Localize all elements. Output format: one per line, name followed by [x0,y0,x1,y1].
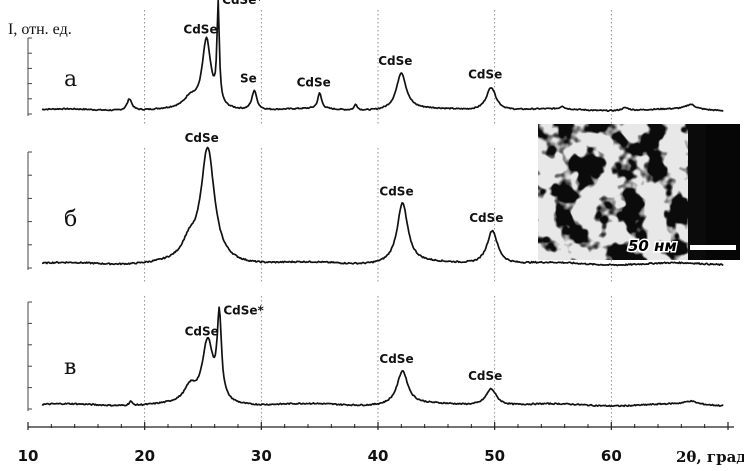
peak-label: Se [240,71,257,85]
panel-letter-1: а [64,67,77,92]
y-axis-label: I, отн. ед. [8,21,72,38]
panel-letter-2: б [64,207,77,232]
micrograph-dark-band [706,124,740,260]
series-layer [41,0,724,408]
micrograph-texture [538,124,688,260]
series-line-1 [41,0,724,113]
peak-label: CdSe [468,369,502,383]
peak-label: CdSe* [223,303,264,317]
x-tick-label-60: 60 [601,447,622,465]
x-tick-label-30: 30 [251,447,272,465]
peak-label: CdSe [185,131,219,145]
label-layer: а CdSe CdSe* Se CdSe CdSe CdSe б CdSe CdSe CdSe в Cd… [64,0,503,383]
peak-label: CdSe [379,352,413,366]
peak-label: CdSe [468,67,502,81]
panel-letter-3: в [64,355,76,380]
sem-inset: 50 нм [538,124,740,260]
series-line-3 [41,306,724,408]
x-axis-label: 2θ, град [676,448,744,466]
peak-label: CdSe [469,211,503,225]
peak-label: CdSe [297,75,331,89]
peak-label: CdSe [183,22,217,36]
series-line-2 [41,146,724,267]
peak-label: CdSe [379,185,413,199]
x-tick-label-50: 50 [484,447,505,465]
peak-label: CdSe [185,325,219,339]
x-tick-label-20: 20 [134,447,155,465]
x-tick-label-40: 40 [368,447,389,465]
scale-bar [690,245,736,250]
peak-label: CdSe* [222,0,263,7]
peak-label: CdSe [378,54,412,68]
scale-bar-label: 50 нм [628,237,677,255]
x-tick-label-10: 10 [18,447,39,465]
axes-layer: 10 20 30 40 50 60 [18,37,734,465]
